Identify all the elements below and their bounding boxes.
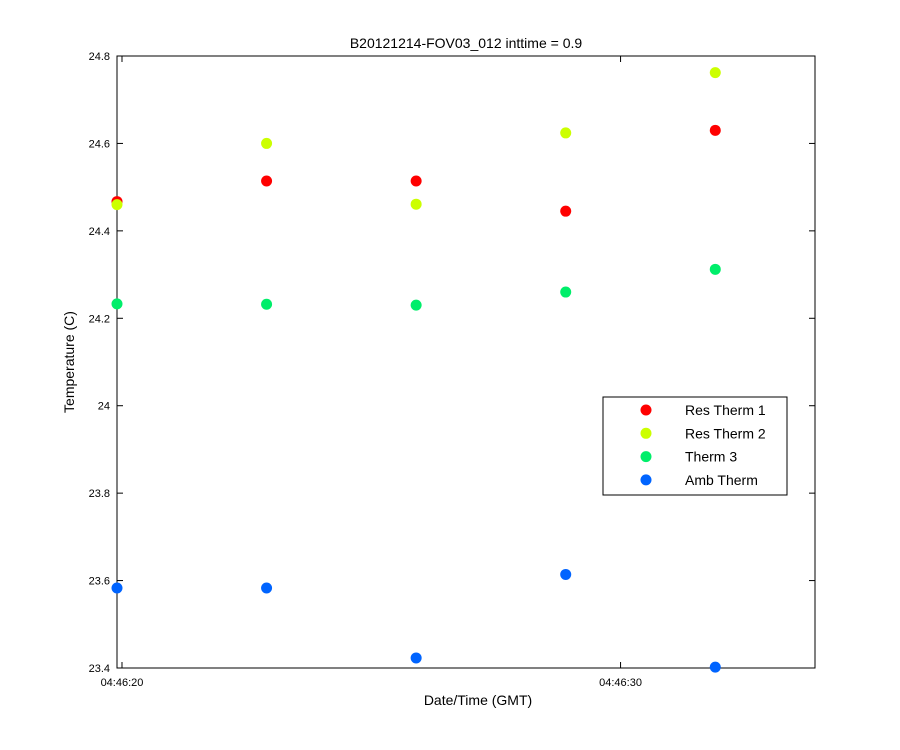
data-point (560, 205, 572, 217)
x-axis-title: Date/Time (GMT) (424, 692, 532, 708)
y-tick-label: 23.6 (89, 576, 110, 588)
legend-label: Amb Therm (685, 472, 758, 488)
y-tick-label: 24.4 (89, 226, 110, 238)
data-point (410, 299, 422, 311)
chart-title: B20121214-FOV03_012 inttime = 0.9 (350, 35, 583, 51)
legend-marker (640, 404, 652, 416)
y-axis-title: Temperature (C) (61, 311, 77, 413)
series-therm-3 (111, 263, 721, 311)
y-tick-label: 23.8 (89, 488, 110, 500)
x-tick-label: 04:46:20 (101, 677, 144, 689)
y-tick-label: 24.6 (89, 138, 110, 150)
data-point (111, 199, 123, 211)
data-point (709, 661, 721, 673)
data-point (410, 175, 422, 187)
legend-marker (640, 427, 652, 439)
x-tick-label: 04:46:30 (599, 677, 642, 689)
data-point (111, 582, 123, 594)
data-point (410, 198, 422, 210)
data-point (560, 127, 572, 139)
data-point (560, 286, 572, 298)
data-point (261, 298, 273, 310)
y-tick-label: 24.2 (89, 313, 110, 325)
legend-label: Therm 3 (685, 449, 737, 465)
y-tick-label: 24 (98, 401, 110, 413)
y-axis: 23.4 23.6 23.8 24 24.2 24.4 24.6 24.8 (89, 51, 815, 675)
y-tick-label: 23.4 (89, 663, 110, 675)
x-axis: 04:46:20 04:46:30 (101, 56, 642, 689)
y-tick-label: 24.8 (89, 51, 110, 63)
legend-label: Res Therm 2 (685, 425, 766, 441)
data-points (111, 67, 721, 673)
series-res-therm-2 (111, 67, 721, 211)
legend: Res Therm 1 Res Therm 2 Therm 3 Amb Therm (602, 396, 788, 496)
plot-area (116, 55, 816, 669)
data-point (410, 652, 422, 664)
data-point (709, 124, 721, 136)
legend-marker (640, 451, 652, 463)
legend-box (602, 396, 788, 496)
legend-marker (640, 474, 652, 486)
legend-label: Res Therm 1 (685, 402, 766, 418)
data-point (709, 67, 721, 79)
data-point (709, 263, 721, 275)
data-point (261, 137, 273, 149)
data-point (261, 582, 273, 594)
data-point (111, 298, 123, 310)
series-amb-therm (111, 568, 721, 673)
data-point (560, 568, 572, 580)
data-point (261, 175, 273, 187)
